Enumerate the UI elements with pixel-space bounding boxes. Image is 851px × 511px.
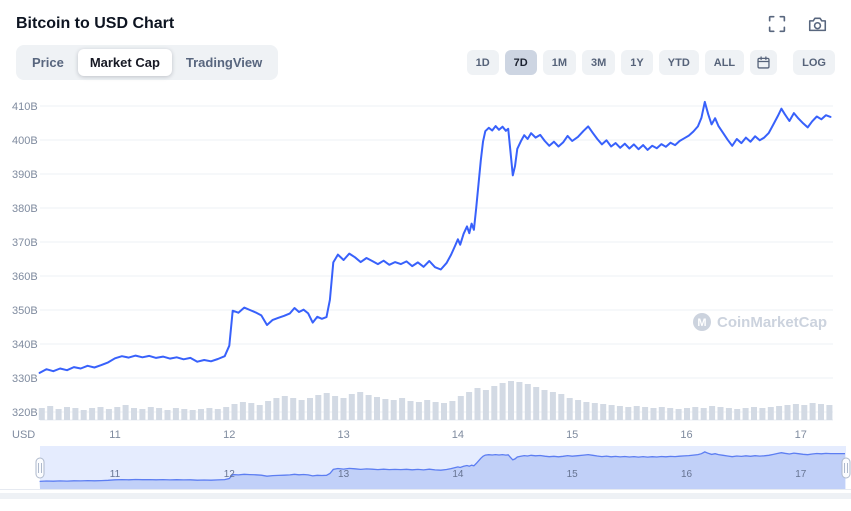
- chart-type-switcher: Price Market Cap TradingView: [16, 45, 279, 80]
- svg-text:350B: 350B: [12, 305, 38, 317]
- navigator: 11 12 13 14 15 16 17: [0, 446, 851, 490]
- range-3m[interactable]: 3M: [582, 50, 616, 75]
- svg-text:17: 17: [795, 469, 807, 480]
- svg-text:M: M: [697, 317, 706, 329]
- navigator-left-handle[interactable]: [35, 457, 45, 479]
- calendar-button[interactable]: [750, 50, 778, 75]
- currency-label: USD: [12, 429, 35, 441]
- svg-text:15: 15: [567, 469, 579, 480]
- y-axis-labels: 410B 400B 390B 380B 370B 360B 350B 340B 330B 320B: [12, 101, 38, 419]
- svg-text:410B: 410B: [12, 101, 38, 113]
- volume-bars: [38, 381, 833, 420]
- range-1m[interactable]: 1M: [542, 50, 577, 75]
- range-all[interactable]: ALL: [704, 50, 745, 75]
- x-axis-labels: 11 12 13 14 15 16 17: [109, 429, 807, 441]
- svg-text:17: 17: [795, 429, 807, 441]
- range-switcher: 1D 7D 1M 3M 1Y YTD ALL LOG: [466, 50, 835, 75]
- svg-text:400B: 400B: [12, 135, 38, 147]
- range-1y[interactable]: 1Y: [621, 50, 653, 75]
- tab-price[interactable]: Price: [20, 49, 76, 76]
- fullscreen-button[interactable]: [766, 13, 788, 35]
- calendar-icon: [757, 56, 770, 69]
- range-slider[interactable]: 11 12 13 14 15 16 17: [0, 446, 851, 490]
- camera-icon: [808, 17, 827, 32]
- header-actions: [766, 12, 835, 35]
- svg-text:390B: 390B: [12, 169, 38, 181]
- range-7d[interactable]: 7D: [504, 50, 537, 75]
- svg-text:380B: 380B: [12, 203, 38, 215]
- fullscreen-icon: [768, 15, 786, 32]
- chart-header: Bitcoin to USD Chart: [0, 0, 851, 39]
- svg-text:13: 13: [338, 469, 350, 480]
- navigator-x-labels: 11 12 13 14 15 16 17: [110, 469, 807, 480]
- range-1d[interactable]: 1D: [466, 50, 499, 75]
- svg-text:11: 11: [109, 429, 120, 441]
- svg-text:16: 16: [681, 469, 693, 480]
- svg-text:12: 12: [224, 469, 236, 480]
- svg-text:13: 13: [337, 429, 349, 441]
- market-cap-line: [38, 100, 832, 374]
- svg-text:12: 12: [223, 429, 235, 441]
- grid-lines: [40, 105, 833, 421]
- svg-text:14: 14: [452, 429, 464, 441]
- coinmarketcap-watermark: M CoinMarketCap: [693, 313, 827, 331]
- svg-text:14: 14: [452, 469, 464, 480]
- scrollbar-track[interactable]: [0, 493, 851, 499]
- navigator-selection-tint: [40, 446, 846, 490]
- screenshot-button[interactable]: [806, 12, 829, 35]
- market-cap-chart[interactable]: 410B 400B 390B 380B 370B 360B 350B 340B 330B 320B…: [0, 84, 851, 444]
- svg-text:16: 16: [680, 429, 692, 441]
- svg-text:360B: 360B: [12, 271, 38, 283]
- navigator-right-handle[interactable]: [841, 457, 851, 479]
- svg-text:330B: 330B: [12, 373, 38, 385]
- svg-text:11: 11: [110, 469, 121, 480]
- tab-tradingview[interactable]: TradingView: [174, 49, 274, 76]
- chart-toolbar: Price Market Cap TradingView 1D 7D 1M 3M…: [0, 39, 851, 82]
- tab-market-cap[interactable]: Market Cap: [77, 49, 172, 76]
- svg-text:340B: 340B: [12, 339, 38, 351]
- log-scale-button[interactable]: LOG: [793, 50, 835, 75]
- range-ytd[interactable]: YTD: [658, 50, 699, 75]
- svg-text:15: 15: [566, 429, 578, 441]
- page-title: Bitcoin to USD Chart: [16, 14, 175, 32]
- svg-text:CoinMarketCap: CoinMarketCap: [717, 314, 827, 331]
- svg-text:370B: 370B: [12, 237, 38, 249]
- navigator-line: [39, 451, 845, 483]
- svg-text:320B: 320B: [12, 407, 38, 419]
